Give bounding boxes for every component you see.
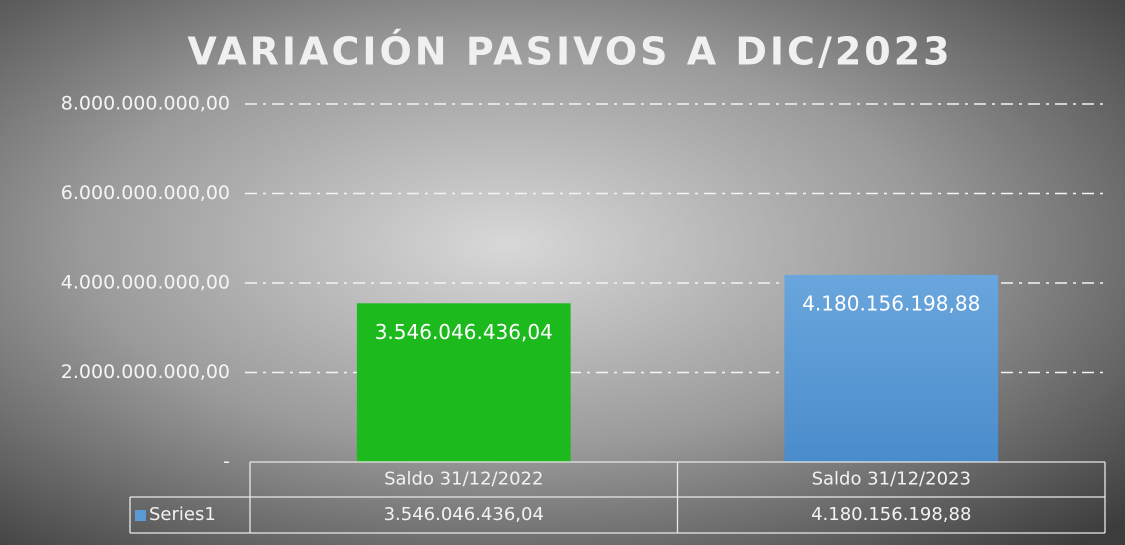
table-value: 3.546.046.436,04 xyxy=(384,504,544,525)
chart-title: VARIACIÓN PASIVOS A DIC/2023 xyxy=(187,30,952,74)
bar xyxy=(356,303,571,462)
y-tick-label: 2.000.000.000,00 xyxy=(61,361,230,383)
y-tick-label: 4.000.000.000,00 xyxy=(61,272,230,294)
x-tick-label: Saldo 31/12/2022 xyxy=(384,469,543,490)
bar xyxy=(784,274,999,462)
y-tick-label: - xyxy=(223,451,230,473)
table-value: 4.180.156.198,88 xyxy=(811,504,971,525)
data-label: 3.546.046.436,04 xyxy=(375,320,553,344)
data-label: 4.180.156.198,88 xyxy=(802,291,980,315)
legend-swatch xyxy=(135,510,146,521)
legend-label: Series1 xyxy=(149,504,216,525)
y-tick-label: 8.000.000.000,00 xyxy=(61,93,230,115)
y-tick-label: 6.000.000.000,00 xyxy=(61,182,230,204)
x-tick-label: Saldo 31/12/2023 xyxy=(812,469,971,490)
